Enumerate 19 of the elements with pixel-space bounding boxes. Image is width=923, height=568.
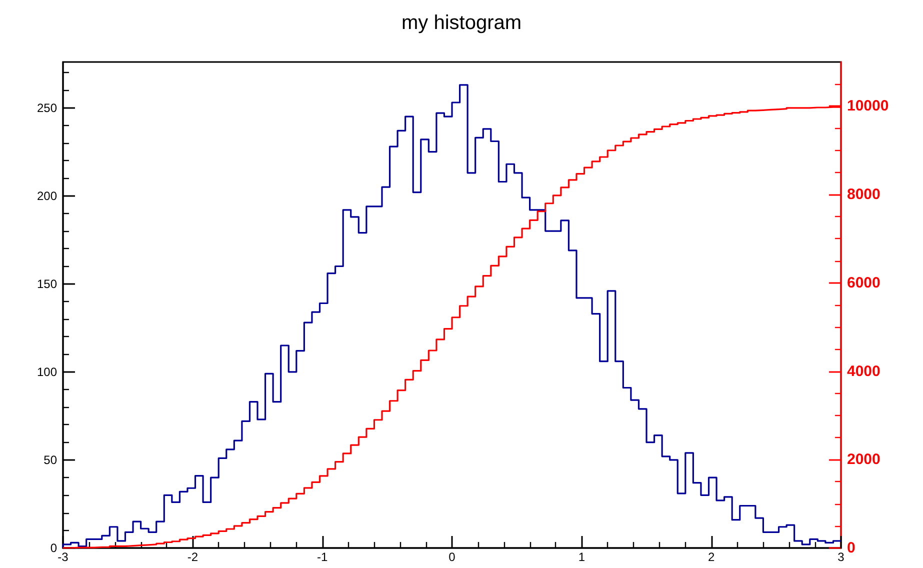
chart-title: my histogram bbox=[401, 12, 522, 34]
x-tick-label: 3 bbox=[838, 550, 845, 564]
x-tick-label: 0 bbox=[448, 550, 456, 564]
y-tick-label: 150 bbox=[36, 276, 58, 291]
x-tick-label: -1 bbox=[316, 550, 328, 564]
x-tick-label: -3 bbox=[58, 550, 69, 564]
x-tick-label: -2 bbox=[187, 550, 198, 564]
y2-tick-label: 4000 bbox=[847, 362, 880, 380]
y-tick-label: 100 bbox=[36, 364, 58, 379]
y2-tick-label: 2000 bbox=[847, 451, 880, 468]
y-tick-label: 0 bbox=[50, 541, 58, 555]
y-tick-label: 200 bbox=[36, 188, 58, 203]
y2-tick-label: 10000 bbox=[847, 98, 889, 115]
y-tick-label: 250 bbox=[36, 100, 58, 115]
y2-tick-label: 8000 bbox=[847, 186, 880, 204]
x-tick-label: 2 bbox=[708, 550, 715, 564]
x-tick-label: 1 bbox=[578, 550, 586, 564]
y-tick-label: 50 bbox=[44, 452, 58, 467]
y2-tick-label: 6000 bbox=[847, 274, 880, 292]
